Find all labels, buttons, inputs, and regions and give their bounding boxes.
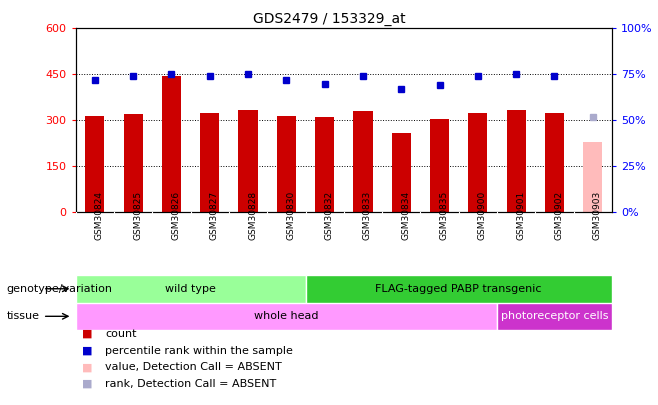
Bar bbox=[430, 119, 449, 212]
Text: ■: ■ bbox=[82, 379, 93, 389]
Text: GSM30834: GSM30834 bbox=[401, 191, 410, 240]
Bar bbox=[392, 132, 411, 212]
Text: GSM30902: GSM30902 bbox=[555, 191, 563, 240]
Text: whole head: whole head bbox=[254, 311, 318, 321]
Bar bbox=[545, 113, 564, 212]
Text: GDS2479 / 153329_at: GDS2479 / 153329_at bbox=[253, 12, 405, 26]
Text: tissue: tissue bbox=[7, 311, 39, 321]
Text: GSM30824: GSM30824 bbox=[95, 191, 104, 240]
Bar bbox=[468, 113, 488, 212]
Text: GSM30901: GSM30901 bbox=[516, 191, 525, 240]
Text: GSM30827: GSM30827 bbox=[210, 191, 218, 240]
Bar bbox=[353, 111, 372, 212]
Text: rank, Detection Call = ABSENT: rank, Detection Call = ABSENT bbox=[105, 379, 276, 389]
Text: count: count bbox=[105, 329, 137, 339]
Text: GSM30828: GSM30828 bbox=[248, 191, 257, 240]
Bar bbox=[76, 275, 305, 303]
Bar bbox=[124, 114, 143, 212]
Text: GSM30826: GSM30826 bbox=[172, 191, 180, 240]
Text: percentile rank within the sample: percentile rank within the sample bbox=[105, 346, 293, 356]
Text: value, Detection Call = ABSENT: value, Detection Call = ABSENT bbox=[105, 362, 282, 373]
Text: GSM30832: GSM30832 bbox=[324, 191, 334, 240]
Text: GSM30900: GSM30900 bbox=[478, 191, 487, 240]
Text: GSM30835: GSM30835 bbox=[440, 191, 449, 240]
Bar bbox=[497, 303, 612, 330]
Bar bbox=[507, 110, 526, 212]
Text: GSM30825: GSM30825 bbox=[133, 191, 142, 240]
Bar bbox=[238, 110, 258, 212]
Text: ■: ■ bbox=[82, 329, 93, 339]
Bar bbox=[76, 303, 497, 330]
Bar bbox=[162, 76, 181, 212]
Text: GSM30830: GSM30830 bbox=[286, 191, 295, 240]
Text: GSM30903: GSM30903 bbox=[593, 191, 602, 240]
Bar bbox=[583, 142, 602, 212]
Text: ■: ■ bbox=[82, 362, 93, 373]
Bar bbox=[305, 275, 612, 303]
Text: GSM30833: GSM30833 bbox=[363, 191, 372, 240]
Bar bbox=[315, 117, 334, 212]
Bar bbox=[200, 113, 219, 212]
Text: FLAG-tagged PABP transgenic: FLAG-tagged PABP transgenic bbox=[376, 284, 542, 294]
Text: genotype/variation: genotype/variation bbox=[7, 284, 113, 294]
Text: ■: ■ bbox=[82, 346, 93, 356]
Text: wild type: wild type bbox=[165, 284, 216, 294]
Bar bbox=[277, 116, 296, 212]
Text: photoreceptor cells: photoreceptor cells bbox=[501, 311, 608, 321]
Bar bbox=[86, 116, 105, 212]
